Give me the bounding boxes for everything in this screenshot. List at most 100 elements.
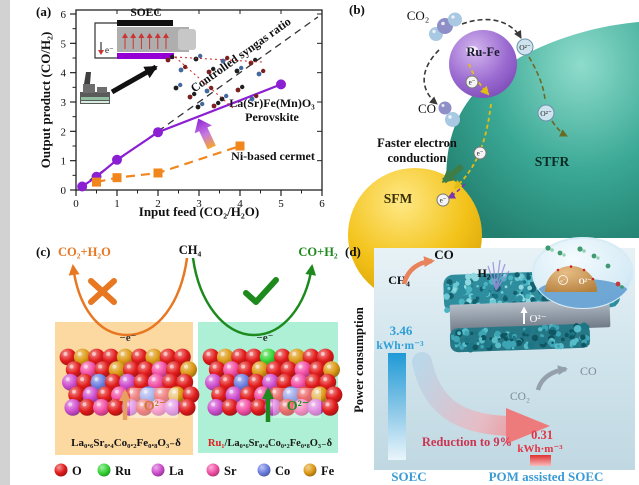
co-label: CO (418, 101, 436, 116)
svg-text:Co: Co (275, 464, 290, 478)
panel-c-diagram: (c) CO₂+H₂O CH₄ CO+H₂ −e⁻ −e⁻ O²⁻ O²⁻ La… (36, 243, 343, 478)
rufe-particle (449, 30, 517, 98)
inset-title: SOEC (130, 7, 161, 19)
co2-out-label: CO₂ (510, 391, 530, 403)
soec-unit: kWh·m⁻³ (376, 340, 424, 352)
oxygen-ion-badge-2: O²⁻ (537, 104, 555, 122)
oxygen-flux-arrows (122, 33, 169, 49)
pom-arrow (401, 256, 435, 285)
accepted-path-arrow (191, 257, 317, 337)
electron-badges: e⁻ e⁻ e⁻ (436, 75, 487, 207)
rejected-path-arrow (68, 257, 189, 337)
lscf-lattice (59, 348, 200, 416)
soec-inset: SOEC e⁻ (80, 7, 266, 110)
svg-text:O²⁻: O²⁻ (287, 399, 309, 414)
svg-text:2: 2 (155, 198, 161, 210)
panel-b-tag: (b) (349, 2, 365, 17)
svg-text:0: 0 (61, 185, 67, 197)
svg-text:3: 3 (61, 97, 67, 109)
rejected-product-label: CO₂+H₂O (58, 245, 111, 259)
co2-to-co-arrow (535, 365, 568, 391)
co-molecule (438, 101, 460, 127)
co-out-label: CO (580, 364, 597, 378)
minus-e-left: −e⁻ (120, 332, 137, 344)
svg-text:La: La (169, 464, 184, 478)
svg-text:O²⁻: O²⁻ (519, 43, 531, 52)
soec-x-label: SOEC (391, 469, 426, 484)
panel-a-tag: (a) (36, 4, 51, 19)
formula-ru-lscf: Ru₁/La₀.₆Sr₀.₄Co₀.₂Fe₀.₈O₃₋δ (208, 438, 333, 449)
oxide-path-1 (528, 56, 546, 101)
conduction-arrow (441, 163, 464, 184)
co2-label: CO₂ (407, 8, 430, 23)
slab-oxide-label: O²⁻ (529, 313, 546, 325)
svg-text:e⁻: e⁻ (440, 197, 447, 205)
perovskite-label-1: La(Sr)Fe(Mn)O₃ (229, 96, 315, 110)
conduction-label-2: conduction (387, 151, 446, 165)
inset-electron-label: e⁻ (105, 45, 114, 55)
improvement-arrow (194, 118, 216, 150)
electrolyte-side (178, 29, 196, 50)
co2-molecule (429, 12, 462, 41)
svg-text:0: 0 (73, 198, 79, 210)
svg-text:e⁻: e⁻ (469, 79, 476, 87)
panel-b-schematic: (b) O²⁻ O²⁻ e⁻ e⁻ e⁻ (348, 2, 639, 302)
y-axis-label: Output product (CO/H₂) (38, 32, 53, 169)
pom-bar (530, 455, 551, 466)
svg-text:1: 1 (114, 198, 120, 210)
rufe-to-co-arrow (423, 49, 440, 105)
cross-mark-icon (88, 278, 117, 305)
x-axis-label: Input feed (CO₂/H₂O) (139, 204, 259, 219)
svg-text:e⁻: e⁻ (477, 150, 484, 158)
data-series (77, 16, 319, 192)
top-electrode (117, 20, 173, 26)
factory-icon (80, 72, 110, 104)
pom-x-label: POM assisted SOEC (489, 469, 604, 484)
check-mark-icon (243, 277, 279, 305)
minus-e-right: −e⁻ (257, 332, 274, 344)
oxygen-flux-right: O²⁻ (262, 387, 321, 422)
ru-lscf-lattice (202, 348, 343, 416)
svg-text:1: 1 (61, 156, 67, 168)
svg-text:5: 5 (61, 38, 67, 50)
svg-text:3: 3 (196, 198, 202, 210)
stfr-label: STFR (535, 154, 570, 169)
svg-text:Ru: Ru (115, 464, 131, 478)
svg-text:4: 4 (61, 68, 67, 80)
svg-text:5: 5 (278, 198, 284, 210)
svg-text:2: 2 (61, 126, 67, 138)
soec-bar (388, 353, 406, 460)
pom-value: 0.31 (531, 428, 553, 442)
svg-text:6: 6 (319, 198, 325, 210)
co-top-label: CO (434, 247, 454, 262)
accepted-product-label: CO+H₂ (298, 245, 338, 259)
svg-text:O²⁻: O²⁻ (579, 277, 592, 286)
electron-to-sfm-arrow (447, 183, 466, 199)
formula-lscf: La₀.₆Sr₀.₄Co₀.₂Fe₀.₈O₃₋δ (71, 437, 181, 449)
feed-label: CH₄ (179, 243, 202, 257)
power-axis-label: Power consumption (352, 307, 366, 413)
pom-unit: kWh·m⁻³ (517, 443, 563, 455)
catalyst-bubble-inset: e⁻ O²⁻ (532, 237, 634, 309)
perovskite-label-2: Perovskite (245, 110, 299, 124)
reduction-flow-arrow (412, 352, 518, 436)
anode-porous-layer (449, 322, 591, 353)
plasma-plume (487, 259, 510, 291)
svg-text:4: 4 (237, 198, 243, 210)
reduction-label: Reduction to 9% (422, 435, 512, 449)
panel-d-diagram: (d) Power consumption O²⁻ (345, 237, 635, 484)
h2-label: H₂ (478, 266, 491, 280)
rufe-label: Ru-Fe (466, 45, 500, 59)
electrolyte-body (117, 27, 189, 52)
axis-ticks: 0 1 2 3 4 5 6 0 1 2 3 4 5 6 (61, 9, 326, 210)
cermet-label: Ni-based cermet (231, 149, 315, 163)
svg-text:6: 6 (61, 9, 67, 21)
svg-text:O²⁻: O²⁻ (144, 399, 166, 414)
svg-text:e⁻: e⁻ (560, 279, 565, 285)
svg-text:O: O (72, 464, 82, 478)
reduction-arrow-head (506, 408, 550, 444)
oxygen-flux-left: O²⁻ (119, 388, 178, 420)
conduction-label-1: Faster electron (377, 136, 457, 150)
